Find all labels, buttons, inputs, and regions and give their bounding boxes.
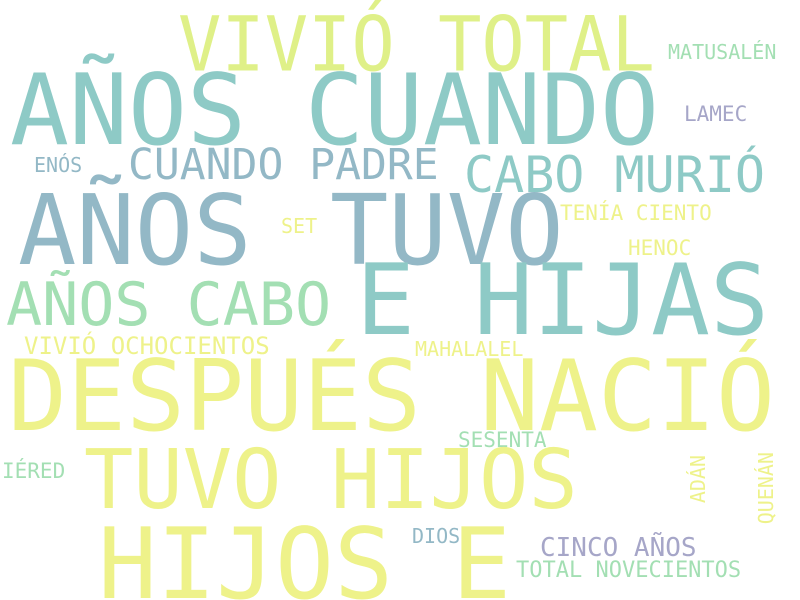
- word-adan: ADÁN: [686, 455, 710, 504]
- word-lamec: LAMEC: [684, 102, 748, 126]
- word-vivio-ochocientos: VIVIÓ OCHOCIENTOS: [24, 332, 270, 360]
- word-mahalalel: MAHALALEL: [415, 337, 524, 361]
- word-despues-nacio: DESPUÉS NACIÓ: [8, 340, 776, 454]
- word-dios: DIOS: [412, 524, 461, 548]
- word-anos: AÑOS: [18, 174, 252, 287]
- word-tuvo-hijos: TUVO HIJOS: [84, 433, 578, 528]
- word-henoc: HENOC: [628, 236, 692, 260]
- word-cinco-anos: CINCO AÑOS: [540, 533, 697, 563]
- word-cabo-murio: CABO MURIÓ: [464, 146, 766, 204]
- word-tenia-ciento: TENÍA CIENTO: [560, 201, 712, 225]
- word-tuvo: TUVO: [330, 174, 564, 287]
- word-enos: ENÓS: [34, 153, 83, 177]
- word-iered: IÉRED: [2, 459, 66, 483]
- word-anos-cuando: AÑOS CUANDO: [10, 54, 660, 168]
- word-matusalen: MATUSALÉN: [668, 40, 777, 64]
- word-set: SET: [281, 214, 318, 238]
- word-e-hijas: E HIJAS: [356, 244, 770, 358]
- word-vivio-total: VIVIÓ TOTAL: [178, 0, 655, 89]
- word-sesenta: SESENTA: [458, 428, 547, 452]
- word-hijos-e: HIJOS E: [98, 508, 512, 600]
- word-quenan: QUENÁN: [754, 452, 778, 525]
- word-cuando-padre: CUANDO PADRE: [128, 140, 439, 190]
- word-total-novecientos: TOTAL NOVECIENTOS: [516, 558, 742, 583]
- word-anos-cabo: AÑOS CABO: [6, 270, 332, 340]
